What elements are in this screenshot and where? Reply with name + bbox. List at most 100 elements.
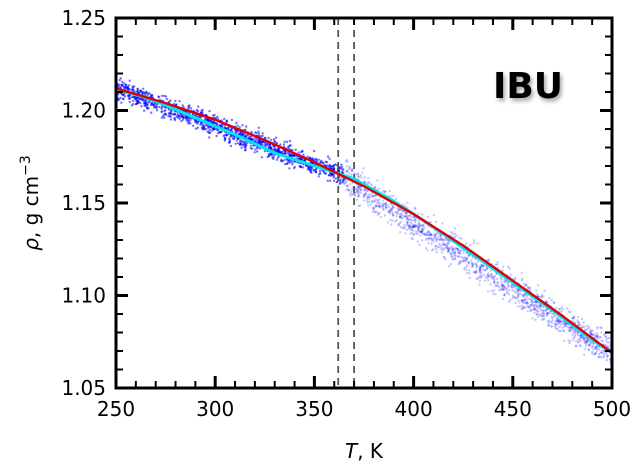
scatter-point xyxy=(440,237,444,241)
scatter-point xyxy=(490,289,494,292)
scatter-point xyxy=(367,176,370,180)
scatter-point xyxy=(459,259,462,262)
scatter-point xyxy=(140,90,143,94)
scatter-point xyxy=(559,323,562,326)
scatter-point xyxy=(546,313,549,316)
scatter-point xyxy=(485,267,489,271)
scatter-point xyxy=(479,265,482,269)
scatter-point xyxy=(325,160,329,164)
scatter-point xyxy=(435,248,438,251)
scatter-point xyxy=(446,241,449,245)
scatter-point xyxy=(461,259,465,262)
scatter-point xyxy=(328,157,331,160)
scatter-point xyxy=(391,214,395,217)
scatter-point xyxy=(197,105,200,108)
scatter-point xyxy=(267,154,271,158)
scatter-point xyxy=(562,321,566,325)
scatter-point xyxy=(598,348,601,352)
scatter-point xyxy=(350,190,353,193)
scatter-point xyxy=(590,346,594,349)
scatter-point xyxy=(181,104,184,107)
scatter-point xyxy=(382,208,385,211)
scatter-point xyxy=(411,219,415,222)
scatter-point xyxy=(556,323,559,326)
scatter-point xyxy=(396,206,399,210)
scatter-point xyxy=(562,329,565,332)
scatter-point xyxy=(433,232,437,236)
scatter-point xyxy=(490,273,493,276)
scatter-point xyxy=(520,299,524,303)
scatter-point xyxy=(398,215,402,218)
scatter-point xyxy=(167,112,171,115)
scatter-point xyxy=(319,161,322,164)
scatter-point xyxy=(235,121,238,125)
scatter-point xyxy=(475,264,479,267)
scatter-point xyxy=(520,299,524,302)
scatter-point xyxy=(406,216,409,219)
scatter-point xyxy=(508,288,511,292)
scatter-point xyxy=(169,99,172,102)
scatter-point xyxy=(581,325,584,329)
scatter-point xyxy=(144,92,147,96)
scatter-point xyxy=(356,185,360,188)
x-axis-unit: , K xyxy=(357,439,384,463)
scatter-point xyxy=(374,198,377,201)
scatter-point xyxy=(302,153,305,156)
scatter-point xyxy=(401,227,404,230)
scatter-point xyxy=(598,346,601,349)
scatter-point xyxy=(553,326,557,329)
scatter-point xyxy=(372,208,375,211)
scatter-point xyxy=(550,325,553,328)
scatter-point xyxy=(587,348,591,352)
scatter-point xyxy=(478,267,482,271)
scatter-point xyxy=(223,133,226,137)
scatter-point xyxy=(521,306,524,309)
scatter-point xyxy=(357,192,360,195)
scatter-point xyxy=(596,332,599,335)
scatter-point xyxy=(457,255,460,258)
scatter-point xyxy=(558,318,562,321)
scatter-point xyxy=(303,159,307,162)
scatter-point xyxy=(457,250,460,253)
scatter-point xyxy=(522,294,526,297)
scatter-point xyxy=(435,251,438,254)
scatter-point xyxy=(294,148,297,151)
scatter-point xyxy=(291,163,294,166)
scatter-point xyxy=(225,133,228,137)
scatter-point xyxy=(408,225,412,228)
scatter-point xyxy=(375,205,378,208)
scatter-point xyxy=(406,220,409,224)
scatter-point xyxy=(132,102,135,106)
y-tick-label: 1.25 xyxy=(61,6,106,30)
scatter-point xyxy=(443,238,446,241)
scatter-point xyxy=(441,222,444,225)
scatter-point xyxy=(367,200,371,203)
scatter-point xyxy=(117,98,121,101)
scatter-point xyxy=(434,233,437,237)
scatter-point xyxy=(421,213,424,216)
scatter-point xyxy=(499,288,502,291)
scatter-point xyxy=(606,337,609,341)
scatter-point xyxy=(506,285,510,288)
scatter-point xyxy=(561,326,564,329)
scatter-point xyxy=(502,283,505,286)
scatter-point xyxy=(516,295,519,299)
scatter-point xyxy=(475,271,478,274)
scatter-point xyxy=(357,175,360,178)
scatter-point xyxy=(583,353,586,356)
scatter-point xyxy=(414,224,417,227)
scatter-point xyxy=(556,320,560,323)
scatter-point xyxy=(475,269,478,273)
scatter-point xyxy=(345,185,348,188)
x-axis-label: T, K xyxy=(345,439,384,463)
scatter-point xyxy=(383,214,387,217)
scatter-point xyxy=(456,251,460,254)
scatter-point xyxy=(440,246,443,249)
scatter-point xyxy=(201,108,204,112)
scatter-point xyxy=(588,344,591,347)
scatter-point xyxy=(413,225,417,229)
scatter-point xyxy=(408,227,411,230)
scatter-point xyxy=(377,205,381,208)
scatter-point xyxy=(410,218,413,222)
scatter-point xyxy=(515,287,518,290)
